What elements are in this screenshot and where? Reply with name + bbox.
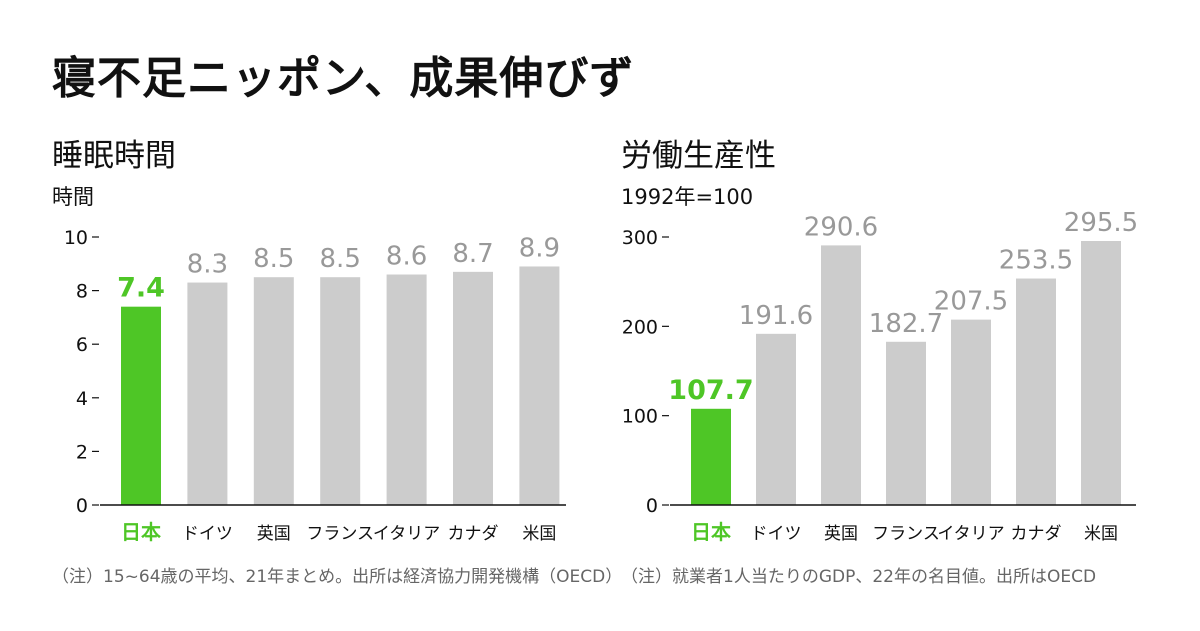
productivity-chart-unit: 1992年=100 bbox=[621, 185, 754, 209]
productivity-bar bbox=[951, 319, 991, 505]
productivity-ytick-label: 100 bbox=[622, 406, 658, 428]
sleep-ytick-label: 8 bbox=[76, 281, 88, 303]
sleep-bar bbox=[187, 282, 228, 505]
productivity-bar bbox=[821, 245, 861, 505]
sleep-ytick-label: 2 bbox=[76, 441, 88, 463]
productivity-category-label: カナダ bbox=[1011, 524, 1062, 544]
sleep-category-label: ドイツ bbox=[182, 524, 233, 544]
sleep-value-label: 8.5 bbox=[320, 244, 361, 274]
productivity-value-label: 207.5 bbox=[934, 287, 1008, 317]
sleep-value-label: 8.3 bbox=[187, 250, 228, 280]
sleep-bar bbox=[519, 266, 560, 505]
productivity-value-label: 253.5 bbox=[999, 246, 1073, 276]
sleep-bar bbox=[253, 277, 294, 505]
productivity-value-label: 107.7 bbox=[668, 375, 753, 406]
productivity-bar bbox=[1016, 278, 1056, 505]
sleep-category-label: カナダ bbox=[448, 524, 499, 544]
productivity-category-label: ドイツ bbox=[751, 524, 802, 544]
sleep-value-label: 8.9 bbox=[519, 233, 560, 263]
productivity-category-label: 日本 bbox=[691, 520, 731, 544]
sleep-ytick-label: 10 bbox=[64, 227, 88, 249]
productivity-ytick-label: 0 bbox=[646, 495, 658, 517]
sleep-category-label: 日本 bbox=[121, 520, 161, 544]
sleep-bar bbox=[320, 277, 361, 505]
sleep-bar bbox=[453, 271, 493, 505]
productivity-value-label: 290.6 bbox=[804, 212, 878, 242]
sleep-ytick-label: 4 bbox=[76, 388, 88, 410]
sleep-chart-title: 睡眠時間 bbox=[52, 138, 176, 174]
headline: 寝不足ニッポン、成果伸びず bbox=[52, 53, 635, 104]
sleep-value-label: 8.6 bbox=[386, 242, 427, 272]
sleep-category-label: フランス bbox=[306, 524, 374, 544]
productivity-bar bbox=[691, 408, 731, 505]
productivity-bar bbox=[756, 333, 796, 505]
sleep-ytick-label: 6 bbox=[76, 334, 88, 356]
productivity-category-label: フランス bbox=[872, 524, 940, 544]
sleep-chart-note: （注）15~64歳の平均、21年まとめ。出所は経済協力開発機構（OECD） bbox=[52, 567, 623, 587]
productivity-category-label: 英国 bbox=[824, 524, 858, 544]
productivity-category-label: イタリア bbox=[937, 524, 1004, 544]
productivity-ytick-label: 300 bbox=[622, 227, 658, 249]
productivity-category-label: 米国 bbox=[1084, 524, 1118, 544]
sleep-bar bbox=[121, 306, 161, 505]
sleep-category-label: 米国 bbox=[522, 524, 556, 544]
sleep-category-label: 英国 bbox=[257, 524, 291, 544]
productivity-chart-note: （注）就業者1人当たりのGDP、22年の名目値。出所はOECD bbox=[621, 567, 1097, 587]
productivity-bar bbox=[886, 341, 926, 505]
sleep-bar bbox=[386, 274, 427, 505]
sleep-value-label: 8.7 bbox=[452, 239, 493, 269]
productivity-bar bbox=[1081, 241, 1121, 505]
sleep-value-label: 8.5 bbox=[253, 244, 294, 274]
sleep-value-label: 7.4 bbox=[117, 273, 165, 304]
sleep-category-label: イタリア bbox=[373, 524, 440, 544]
productivity-value-label: 182.7 bbox=[869, 309, 943, 339]
productivity-ytick-label: 200 bbox=[622, 316, 658, 338]
productivity-value-label: 295.5 bbox=[1064, 208, 1138, 238]
sleep-bar-chart: 0 2 4 6 8 10 7.4 日本 8.3 ドイツ 8.5 英国 8.5 フランス 8.6 イタリア 8.7… bbox=[64, 227, 566, 544]
productivity-value-label: 191.6 bbox=[739, 301, 813, 331]
productivity-chart-title: 労働生産性 bbox=[621, 138, 776, 174]
sleep-ytick-label: 0 bbox=[76, 495, 88, 517]
sleep-chart-unit: 時間 bbox=[52, 185, 94, 209]
